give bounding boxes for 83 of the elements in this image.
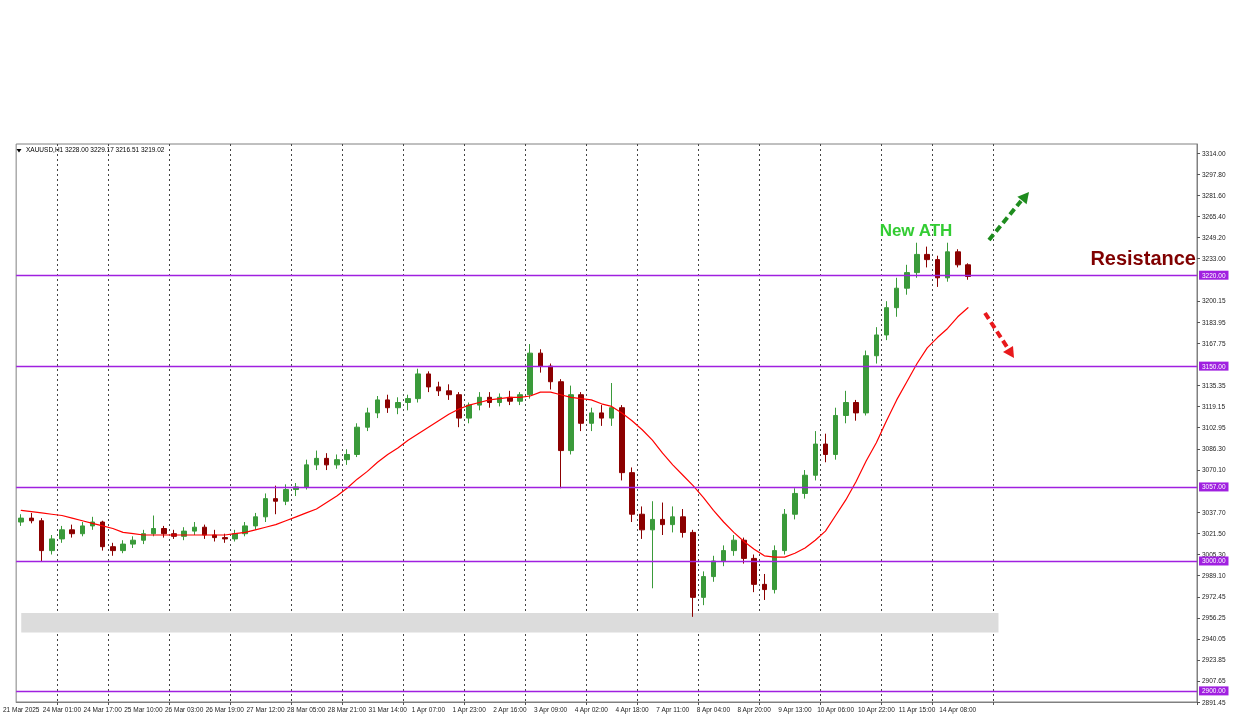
candlestick xyxy=(283,483,289,506)
candlestick xyxy=(334,453,340,470)
candlestick xyxy=(405,394,411,411)
candlestick xyxy=(39,517,44,562)
candlestick xyxy=(924,246,930,268)
candlestick xyxy=(548,363,553,391)
candlestick xyxy=(782,508,787,555)
candlestick xyxy=(18,513,24,527)
candlestick xyxy=(426,370,431,393)
candlestick xyxy=(415,368,421,404)
candlestick xyxy=(762,573,767,601)
candlestick xyxy=(192,521,197,536)
candlestick xyxy=(935,255,940,288)
candlestick xyxy=(29,512,34,524)
candlestick xyxy=(456,391,462,428)
candlestick xyxy=(568,385,574,455)
candlestick xyxy=(599,404,604,427)
candlestick xyxy=(446,383,452,401)
candlestick xyxy=(151,515,156,537)
candlestick xyxy=(589,407,594,432)
candlestick xyxy=(232,529,238,542)
candlestick xyxy=(130,535,136,549)
candlestick xyxy=(823,433,828,463)
candlestick xyxy=(629,466,635,523)
candlestick xyxy=(660,502,665,536)
candlestick xyxy=(731,534,737,557)
candlestick xyxy=(436,381,441,397)
candlestick xyxy=(792,487,798,520)
candlestick xyxy=(904,264,910,296)
candlestick xyxy=(874,326,879,365)
candlestick xyxy=(863,350,869,416)
candlestick xyxy=(354,422,360,458)
candlestick xyxy=(110,542,116,557)
annotation: New ATH xyxy=(879,220,953,240)
candlestick xyxy=(711,555,716,583)
candlestick xyxy=(538,348,543,374)
candlestick xyxy=(120,539,126,554)
candlestick xyxy=(833,407,838,461)
candlestick xyxy=(802,469,808,500)
candlestick xyxy=(650,500,655,589)
candlestick xyxy=(273,485,278,515)
candlestick xyxy=(263,492,268,523)
candlestick xyxy=(365,407,370,432)
candlestick xyxy=(395,396,401,415)
candlestick xyxy=(884,300,889,341)
candlestick xyxy=(344,448,350,466)
candlestick xyxy=(49,534,55,555)
candlestick xyxy=(314,450,319,471)
candlestick xyxy=(690,529,696,618)
candlestick xyxy=(527,343,533,400)
candlestick xyxy=(375,395,380,419)
candlestick xyxy=(558,378,564,489)
line-series xyxy=(20,307,969,558)
candlestick xyxy=(69,524,75,539)
candlestick xyxy=(955,248,961,268)
candlestick xyxy=(853,399,859,422)
candlestick xyxy=(619,404,625,481)
candlestick xyxy=(751,553,757,593)
candlestick xyxy=(100,520,105,552)
candlestick xyxy=(894,277,899,318)
candlestick xyxy=(772,544,777,594)
text: Resistance xyxy=(1090,247,1196,269)
candlestick xyxy=(914,242,920,279)
candlestick xyxy=(741,537,747,565)
candlestick xyxy=(813,430,818,481)
candlestick xyxy=(466,402,472,424)
candlestick xyxy=(222,533,228,544)
candlestick xyxy=(721,544,726,567)
candlestick xyxy=(59,525,65,544)
candlestick xyxy=(385,394,390,414)
candlestick xyxy=(701,570,706,606)
candlestick xyxy=(80,521,85,537)
candlestick xyxy=(324,452,329,471)
candlestick xyxy=(609,382,614,427)
candlestick xyxy=(161,525,167,539)
candlestick xyxy=(639,505,645,540)
candlestick xyxy=(304,459,309,491)
candlestick xyxy=(578,391,584,432)
candlestick xyxy=(670,505,675,533)
candlestick xyxy=(945,242,950,283)
candlestick xyxy=(680,508,686,539)
candlestick xyxy=(843,390,849,424)
candlestick xyxy=(253,512,258,531)
